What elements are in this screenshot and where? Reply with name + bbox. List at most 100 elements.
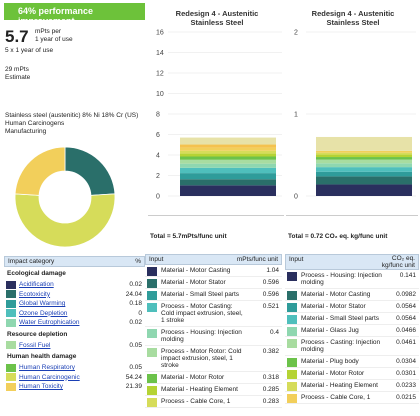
input-row: Material - Plug body 0.0304 [285,356,419,368]
input-value: 0.4 [269,329,279,336]
input-label: Process - Casting: Injection molding [301,339,381,353]
impact-category-link[interactable]: Ozone Depletion [19,309,68,317]
summary-unit-line2: 1 year of use [35,36,73,43]
input-value: 0.596 [262,279,279,286]
input-swatch [147,329,157,338]
input-label: Material - Motor Stator [301,303,366,310]
input-row: Material - Heating Element 0.285 [145,384,282,396]
chart2-stacked-bar: 2 1 0 [294,30,416,201]
input-label: Process - Housing: Injection molding [161,329,242,343]
chart1-title-line1: Redesign 4 - Austenitic [175,9,259,18]
input-value: 0.0564 [396,315,416,322]
y-tick-label: 2 [156,173,160,180]
input-label: Material - Small Steel parts [301,315,380,322]
impact-row: Human Carcinogenic 54.24 [4,373,145,383]
input-label: Material - Motor Casting [161,267,231,274]
input-label: Material - Motor Rotor [301,370,365,377]
bar-segment [316,157,412,160]
input-row: Process - Casting: Injection molding 0.0… [285,337,419,356]
input-label: Material - Small Steel parts [161,291,240,298]
impact-row: Acidification 0.02 [4,280,145,290]
impact-swatch [6,341,16,349]
donut-slice [64,146,116,196]
bar-segment [180,156,276,160]
input-value: 0.382 [262,348,279,355]
impact-row: Water Eutrophication 0.02 [4,318,145,328]
input-value: 0.141 [399,272,416,279]
y-tick-label: 6 [156,132,160,139]
impact-row: Ecotoxicity 24.04 [4,290,145,300]
input-row: Process - Motor Casting: Cold impact ext… [145,301,282,327]
impact-swatch [6,290,16,298]
input-row: Material - Motor Rotor 0.0301 [285,368,419,380]
input-swatch [147,279,157,288]
chart1-title: Redesign 4 - Austenitic Stainless Steel [150,9,284,27]
impact-category-link[interactable]: Acidification [19,281,54,288]
input-value: 0.283 [262,398,279,405]
input-swatch [287,315,297,324]
impact-category-link[interactable]: Global Warming [19,300,66,307]
impact-category-link[interactable]: Human Carcinogenic [19,373,80,381]
input-row: Material - Motor Casting 1.04 [145,265,282,277]
impact-category-link[interactable]: Ecotoxicity [19,290,51,298]
impact-value: 0.05 [129,364,142,371]
input-value: 0.318 [262,374,279,381]
input-swatch [287,291,297,300]
input-value: 0.0233 [396,382,416,389]
input-row: Process - Cable Core, 1 0.0215 [285,392,419,404]
input-swatch [287,394,297,403]
bar-segment [180,153,276,157]
y-tick-label: 14 [156,50,164,57]
input-value: 0.285 [262,386,279,393]
impact-value: 0.02 [129,319,142,326]
input-value: 0.0304 [396,358,416,365]
input-row: Process - Cable Core, 1 0.283 [145,396,282,408]
input-label: Material - Glass Jug [301,327,359,334]
input-row: Process - Housing: Injection molding 0.4 [145,327,282,346]
input-value: 0.521 [262,303,279,310]
input-swatch [147,374,157,383]
impact-category-link[interactable]: Human Respiratory [19,364,75,371]
bar-segment [316,150,412,153]
impact-swatch [6,363,16,372]
y-tick-label: 16 [156,30,164,37]
summary-unit-line1: mPts per [35,28,62,35]
impact-category-table: Impact category % Ecological damage Acid… [4,256,145,392]
impact-section-title: Ecological damage [7,270,66,277]
input-swatch [287,370,297,379]
impact-category-link[interactable]: Water Eutrophication [19,319,80,326]
table1-header: Input mPts/func unit [145,254,282,265]
y-tick-label: 4 [156,153,160,160]
impact-header-category: Impact category [8,258,55,265]
input-row: Material - Motor Stator 0.596 [145,277,282,289]
impact-category-link[interactable]: Human Toxicity [19,383,63,390]
impact-category-link[interactable]: Fossil Fuel [19,341,51,349]
impact-header-percent: % [135,258,141,265]
impact-swatch [6,318,16,327]
input-label: Material - Plug body [301,358,359,365]
impact-swatch [6,299,16,308]
y-tick-label: 12 [156,71,164,78]
bar-segment [316,167,412,172]
impact-swatch [6,373,16,381]
input-swatch [287,327,297,336]
table2-header: Input CO₂ eq. kg/func unit [285,254,419,270]
y-tick-label: 10 [156,91,164,98]
input-value: 1.04 [266,267,279,274]
impact-value: 0.02 [129,281,142,288]
bar-segment [316,171,412,177]
input-value: 0.596 [262,291,279,298]
input-row: Material - Motor Casting 0.0982 [285,289,419,301]
input-label: Material - Heating Element [301,382,378,389]
impact-value: 24.04 [125,290,142,298]
input-swatch [147,398,157,407]
input-label: Process - Cable Core, 1 [161,398,231,405]
bar-segment [316,152,412,155]
input-label: Process - Motor Casting: Cold impact ext… [161,303,243,324]
table1-header-unit: mPts/func unit [236,256,278,263]
impact-row: Human Toxicity 21.39 [4,382,145,392]
summary-per: 5 x 1 year of use [5,47,54,54]
table2-header-input: Input [289,256,304,263]
table1-header-input: Input [149,256,164,263]
bar-segment [316,176,412,185]
